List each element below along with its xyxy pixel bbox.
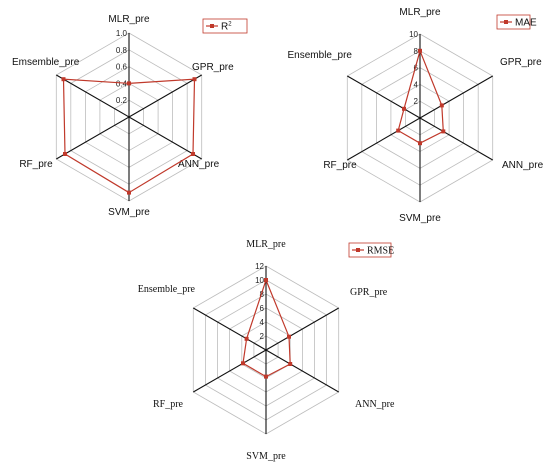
- axis-label: RF_pre: [153, 399, 184, 410]
- legend-marker: [504, 20, 508, 24]
- legend-box: [496, 14, 531, 30]
- axis-label: Ensemble_pre: [138, 284, 196, 295]
- axis-label: SVM_pre: [399, 213, 441, 224]
- data-point: [191, 152, 195, 156]
- legend: RMSE: [348, 242, 394, 258]
- legend-label: R2: [221, 22, 232, 33]
- tick-label: 0.2: [116, 96, 128, 105]
- tick-label: 4: [260, 318, 265, 327]
- tick-label: 6: [260, 304, 265, 313]
- axis-spoke: [419, 75, 493, 119]
- axis-label: MLR_pre: [399, 7, 441, 18]
- tick-label: 0.8: [116, 46, 128, 55]
- data-point: [418, 141, 422, 146]
- tick-label: 12: [255, 262, 264, 271]
- data-point: [127, 81, 131, 86]
- axis-spoke: [56, 74, 130, 118]
- tick-label: 8: [414, 47, 419, 56]
- tick-label: 4: [414, 80, 419, 89]
- tick-label: 1.0: [116, 29, 128, 38]
- axis-label: RF_pre: [323, 160, 357, 171]
- axis-label: ANN_pre: [355, 399, 395, 410]
- axis-label: GPR_pre: [192, 62, 234, 73]
- legend-label: RMSE: [367, 246, 394, 257]
- legend: MAE: [496, 14, 537, 30]
- axis-spoke: [265, 307, 339, 351]
- axis-label: RF_pre: [19, 159, 53, 170]
- data-point: [402, 106, 406, 111]
- tick-label: 2: [414, 97, 419, 106]
- axis-spoke: [347, 117, 421, 161]
- axis-label: SVM_pre: [108, 207, 150, 218]
- radar-chart-3: 2 4 6 8 10 12 MLR_pre GPR_pre ANN_pre SVM_pre RF_p…: [138, 239, 395, 462]
- axis-label: Emsemble_pre: [12, 57, 80, 68]
- axis-label: GPR_pre: [500, 57, 542, 68]
- data-point: [288, 362, 293, 366]
- radar-chart-2: 2 4 6 8 10 MLR_pre GPR_pre ANN_pre SVM_pre RF_pre…: [288, 7, 544, 224]
- axis-label: GPR_pre: [350, 287, 388, 298]
- axis-label: ANN_pre: [178, 159, 220, 170]
- axis-spoke: [193, 349, 267, 393]
- axis-label: ANN_pre: [502, 160, 544, 171]
- data-point: [192, 77, 197, 82]
- radar-chart-1: 0.2 0.4 0.6 0.8 1.0 MLR_pre GPR_pre ANN_pre SVM_…: [12, 14, 248, 218]
- data-point: [287, 334, 291, 339]
- axis-spoke: [128, 116, 202, 160]
- legend-marker: [210, 24, 214, 28]
- data-point: [241, 361, 245, 366]
- data-point: [264, 374, 268, 379]
- legend: R2: [202, 18, 248, 34]
- tick-label: 10: [255, 276, 264, 285]
- data-point: [396, 128, 401, 133]
- axis-spoke: [347, 75, 421, 119]
- axis-spoke: [193, 307, 267, 351]
- axis-label: Ensemble_pre: [288, 50, 353, 61]
- axis-spoke: [56, 116, 130, 160]
- axis-label: MLR_pre: [108, 14, 150, 25]
- tick-label: 10: [409, 30, 418, 39]
- tick-label: 6: [414, 64, 419, 73]
- data-point: [63, 152, 67, 156]
- series-line: [397, 48, 444, 144]
- tick-label: 8: [260, 290, 265, 299]
- data-point: [418, 48, 422, 53]
- legend-box: [348, 242, 392, 258]
- tick-label: 0.6: [116, 63, 128, 72]
- data-point: [61, 77, 66, 82]
- axis-label: MLR_pre: [246, 239, 286, 250]
- data-point: [441, 129, 446, 134]
- axis-label: SVM_pre: [246, 451, 286, 462]
- legend-box: [202, 18, 248, 34]
- legend-marker: [356, 248, 360, 252]
- data-point: [439, 103, 444, 108]
- axis-spoke: [265, 349, 339, 393]
- data-point: [127, 190, 131, 195]
- tick-label: 2: [260, 332, 265, 341]
- tick-label: 0.4: [116, 79, 128, 88]
- axis-spoke: [128, 74, 202, 118]
- axis-spoke: [419, 117, 493, 161]
- data-point: [244, 336, 249, 341]
- data-point: [264, 278, 268, 282]
- legend-label: MAE: [515, 18, 537, 29]
